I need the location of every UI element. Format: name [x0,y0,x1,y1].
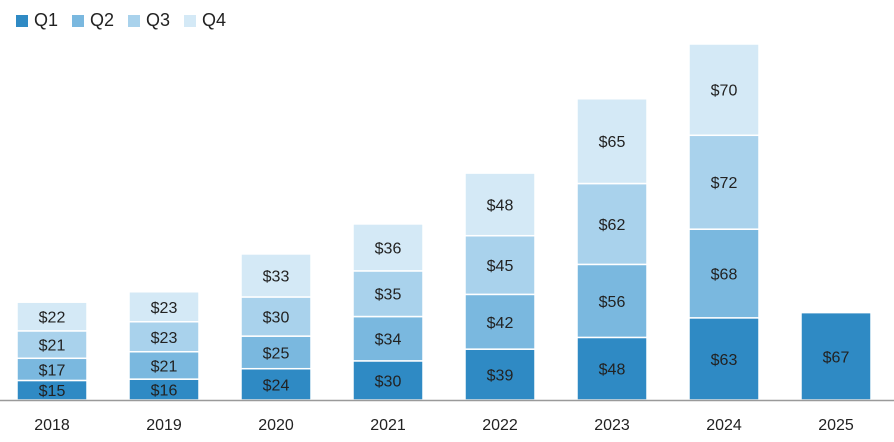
x-tick-label-2025: 2025 [818,417,854,434]
legend-swatch-q4 [184,14,197,27]
data-label-q1-2025: $67 [823,349,850,366]
data-label-q2-2023: $56 [599,294,626,311]
data-label-q1-2021: $30 [375,373,402,390]
data-label-q4-2024: $70 [711,83,738,100]
bar-q2-2023 [576,263,648,339]
data-label-q2-2022: $42 [487,315,514,332]
bar-q1-2022 [464,348,536,401]
bar-q4-2018 [16,301,88,332]
legend-label-q2: Q2 [90,10,115,30]
bar-q1-2021 [352,360,424,401]
data-label-q1-2022: $39 [487,368,514,385]
bar-q4-2020 [240,253,312,298]
data-label-q2-2024: $68 [711,267,738,284]
x-tick-label-2021: 2021 [370,417,406,434]
data-label-q2-2021: $34 [375,332,402,349]
legend-swatch-q3 [128,14,141,27]
data-label-q1-2024: $63 [711,352,738,369]
x-tick-label-2023: 2023 [594,417,630,434]
bar-q4-2024 [688,43,760,137]
data-label-q1-2019: $16 [151,383,178,400]
bar-q2-2021 [352,315,424,362]
bar-q4-2022 [464,172,536,237]
bar-q3-2023 [576,182,648,266]
bar-q4-2023 [576,98,648,185]
x-tick-label-2020: 2020 [258,417,294,434]
data-label-q3-2020: $30 [263,310,290,327]
data-label-q3-2022: $45 [487,258,514,275]
bar-q2-2022 [464,293,536,350]
bar-q1-2025 [800,311,872,401]
legend-label-q1: Q1 [34,10,59,30]
bar-q3-2020 [240,296,312,337]
bar-q3-2019 [128,321,200,353]
data-label-q2-2020: $25 [263,345,290,362]
x-tick-label-2024: 2024 [706,417,742,434]
legend: Q1 Q2 Q3 Q4 [16,10,226,31]
legend-item-q1: Q1 [16,10,58,31]
data-label-q3-2021: $35 [375,287,402,304]
legend-label-q4: Q4 [202,10,227,30]
legend-swatch-q2 [72,14,85,27]
x-tick-label-2018: 2018 [34,417,70,434]
bar-q3-2022 [464,234,536,296]
bar-q1-2024 [688,317,760,401]
data-label-q2-2018: $17 [39,362,66,379]
data-label-q4-2022: $48 [487,197,514,214]
bar-q4-2021 [352,223,424,272]
data-label-q1-2020: $24 [263,377,290,394]
data-label-q4-2023: $65 [599,134,626,151]
data-label-q4-2021: $36 [375,240,402,257]
data-label-q3-2019: $23 [151,330,178,347]
data-label-q3-2024: $72 [711,175,738,192]
bar-q2-2024 [688,228,760,319]
data-label-q4-2018: $22 [39,310,66,327]
x-tick-label-2019: 2019 [146,417,182,434]
data-label-q3-2018: $21 [39,338,66,355]
data-label-q4-2019: $23 [151,300,178,317]
data-label-q2-2019: $21 [151,358,178,375]
bar-q1-2023 [576,336,648,401]
legend-item-q4: Q4 [184,10,226,31]
legend-item-q3: Q3 [128,10,170,31]
bar-q3-2021 [352,270,424,318]
bar-q4-2019 [128,291,200,323]
data-label-q1-2018: $15 [39,383,66,400]
data-label-q3-2023: $62 [599,217,626,234]
legend-item-q2: Q2 [72,10,114,31]
bar-q3-2024 [688,134,760,230]
x-tick-label-2022: 2022 [482,417,518,434]
bar-q1-2020 [240,367,312,401]
data-label-q4-2020: $33 [263,268,290,285]
legend-label-q3: Q3 [146,10,171,30]
data-label-q1-2023: $48 [599,362,626,379]
legend-swatch-q1 [16,14,28,27]
